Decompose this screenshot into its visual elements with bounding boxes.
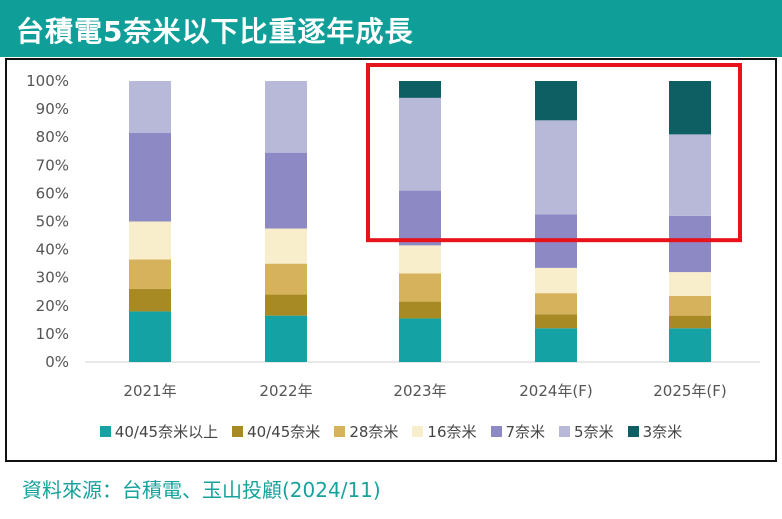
chart-legend: 40/45奈米以上 40/45奈米 28奈米 16奈米 7奈米 5奈米 3奈米 <box>0 421 782 442</box>
legend-item: 40/45奈米 <box>232 421 320 442</box>
x-tick-label: 2021年 <box>123 382 176 400</box>
y-tick-label: 100% <box>26 72 69 90</box>
y-tick-label: 50% <box>36 213 69 231</box>
y-tick-label: 40% <box>36 241 69 259</box>
legend-item: 16奈米 <box>412 421 477 442</box>
bar-segment <box>669 315 711 329</box>
bar-segment <box>265 294 307 316</box>
bar-segment <box>129 259 171 289</box>
bar-segment <box>669 81 711 135</box>
bar-segment <box>265 263 307 295</box>
legend-label: 40/45奈米 <box>247 423 321 441</box>
bar-segment <box>399 190 441 246</box>
bar-segment <box>399 81 441 98</box>
bar-segment <box>265 228 307 264</box>
bar-segment <box>399 97 441 191</box>
bar-segment <box>535 81 577 121</box>
bar-segment <box>535 267 577 294</box>
bar-segment <box>669 272 711 296</box>
y-tick-label: 30% <box>36 269 69 287</box>
legend-item: 40/45奈米以上 <box>99 421 219 442</box>
bar-segment <box>399 318 441 362</box>
bar-segment <box>265 81 307 153</box>
bar-segment <box>129 221 171 260</box>
bar-segment <box>399 301 441 319</box>
legend-label: 28奈米 <box>349 423 399 441</box>
legend-swatch <box>99 426 111 437</box>
bar-segment <box>129 132 171 222</box>
bar-segment <box>535 328 577 362</box>
bar-segment <box>129 81 171 133</box>
legend-swatch <box>490 426 502 437</box>
legend-swatch <box>334 426 346 437</box>
x-tick-label: 2023年 <box>393 382 446 400</box>
title-bar: 台積電5奈米以下比重逐年成長 <box>0 0 782 57</box>
y-tick-label: 80% <box>36 128 69 146</box>
legend-label: 7奈米 <box>505 423 546 441</box>
bar-segment <box>669 295 711 316</box>
x-tick-label: 2022年 <box>259 382 312 400</box>
legend-label: 5奈米 <box>574 423 614 441</box>
bar-segment <box>265 152 307 229</box>
legend-item: 5奈米 <box>559 421 614 442</box>
legend-swatch <box>559 426 571 437</box>
y-tick-label: 70% <box>36 156 69 174</box>
source-note: 資料來源：台積電、玉山投顧(2024/11) <box>22 478 381 502</box>
legend-item: 3奈米 <box>627 421 683 442</box>
legend-item: 28奈米 <box>334 421 398 442</box>
x-tick-label: 2024年(F) <box>519 382 593 400</box>
bar-segment <box>535 120 577 215</box>
bar-segment <box>535 293 577 315</box>
highlight-box <box>366 63 742 243</box>
y-tick-label: 20% <box>36 297 69 315</box>
bar-segment <box>669 134 711 216</box>
legend-swatch <box>627 426 639 437</box>
x-tick-label: 2025年(F) <box>653 382 727 400</box>
legend-swatch <box>232 426 244 437</box>
bar-segment <box>129 288 171 312</box>
legend-swatch <box>412 426 424 437</box>
bar-segment <box>265 315 307 362</box>
y-tick-label: 90% <box>36 100 69 118</box>
legend-item: 7奈米 <box>490 421 546 442</box>
chart-frame <box>5 58 777 462</box>
bar-segment <box>669 215 711 273</box>
page-title: 台積電5奈米以下比重逐年成長 <box>16 15 414 48</box>
legend-label: 16奈米 <box>427 423 477 441</box>
legend-label: 40/45奈米以上 <box>114 423 219 441</box>
legend-label: 3奈米 <box>642 423 683 441</box>
bar-segment <box>399 273 441 302</box>
y-tick-label: 60% <box>36 184 69 202</box>
bar-segment <box>535 314 577 329</box>
bar-segment <box>399 245 441 274</box>
y-tick-label: 10% <box>36 325 69 343</box>
bar-segment <box>129 311 171 362</box>
y-tick-label: 0% <box>45 353 69 371</box>
bar-segment <box>669 328 711 362</box>
